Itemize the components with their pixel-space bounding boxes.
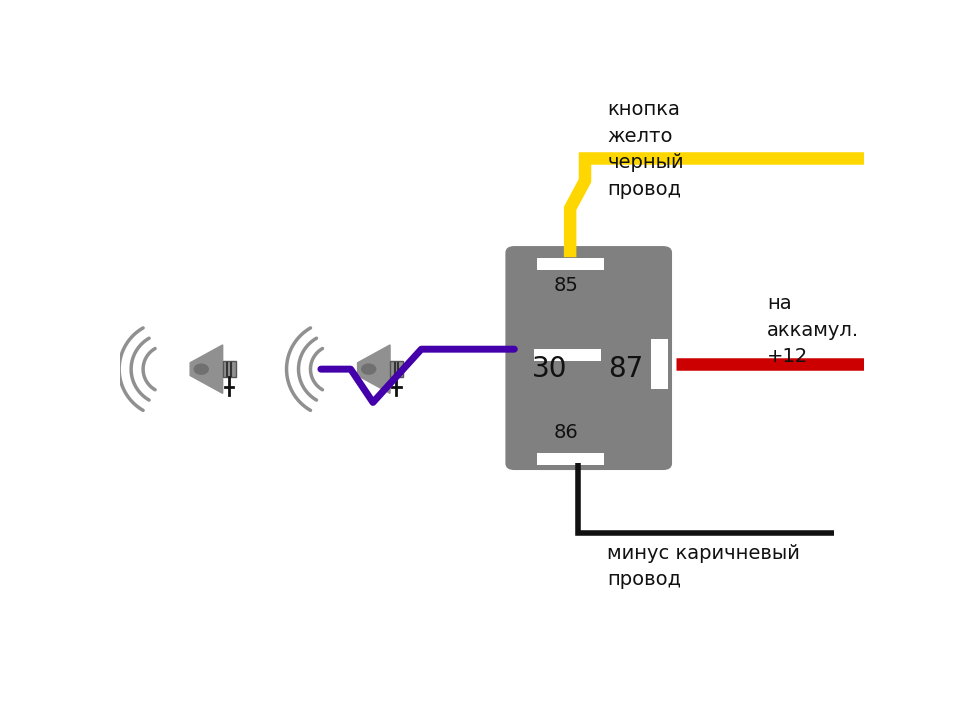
FancyBboxPatch shape — [505, 246, 672, 470]
Text: 85: 85 — [554, 276, 579, 295]
Bar — [223, 361, 235, 377]
Circle shape — [361, 364, 376, 375]
Polygon shape — [357, 345, 390, 393]
Bar — [537, 453, 604, 465]
Text: 86: 86 — [554, 423, 579, 442]
Text: кнопка
желто
черный
провод: кнопка желто черный провод — [608, 100, 684, 199]
Text: минус каричневый
провод: минус каричневый провод — [608, 544, 801, 589]
Bar — [390, 361, 403, 377]
Bar — [651, 338, 667, 389]
Polygon shape — [190, 345, 223, 393]
Text: 87: 87 — [609, 355, 643, 383]
Text: 30: 30 — [532, 355, 567, 383]
Bar — [537, 258, 604, 270]
Circle shape — [194, 364, 209, 375]
Bar — [535, 349, 601, 361]
Text: на
аккамул.
+12: на аккамул. +12 — [767, 294, 859, 366]
